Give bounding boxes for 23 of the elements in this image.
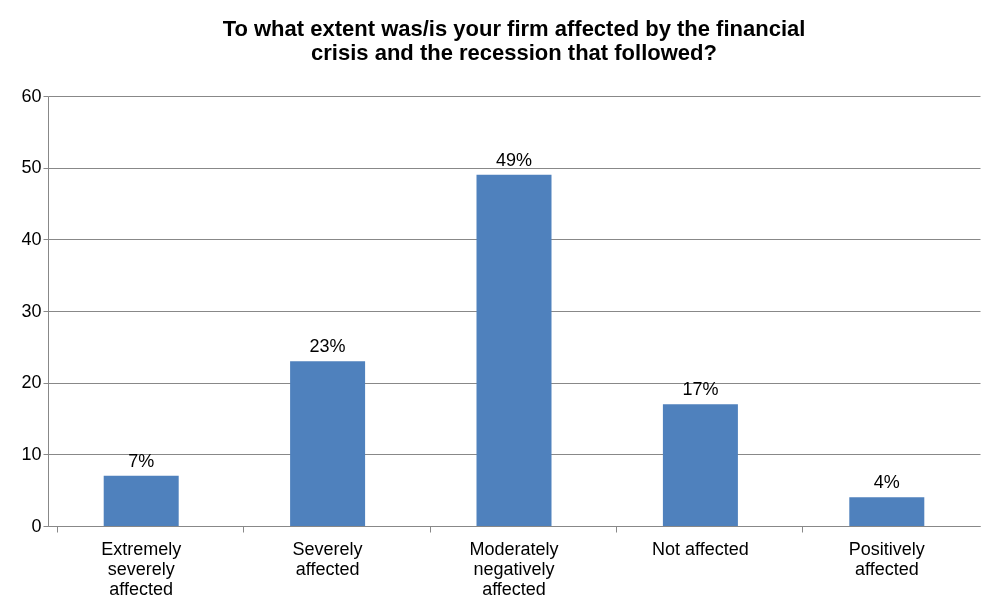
y-tick-label: 50 [21, 157, 42, 178]
x-tick-label: Extremely severely affected [101, 538, 182, 599]
x-tick-label: Severely affected [292, 538, 363, 579]
bar [290, 361, 366, 526]
chart-title: To what extent was/is your firm affected by the financial crisis and the recession that followed? [222, 16, 806, 65]
y-tick-label: 0 [31, 515, 42, 536]
data-label: 7% [128, 450, 155, 471]
y-tick-label: 40 [21, 228, 42, 249]
data-label: 17% [682, 379, 719, 400]
x-tick-label: Moderately negatively affected [469, 538, 559, 599]
x-tick-label: Not affected [652, 538, 749, 559]
y-tick-label: 20 [21, 372, 42, 393]
bar [476, 174, 552, 526]
bar [103, 475, 179, 526]
x-tick-label: Positively affected [848, 538, 925, 579]
y-tick-label: 10 [21, 443, 42, 464]
data-label: 23% [309, 336, 346, 357]
bar [662, 404, 738, 526]
bar [849, 497, 925, 526]
data-label: 49% [495, 149, 533, 170]
y-tick-label: 30 [21, 300, 42, 321]
data-label: 4% [873, 472, 900, 493]
y-tick-label: 60 [21, 85, 42, 106]
